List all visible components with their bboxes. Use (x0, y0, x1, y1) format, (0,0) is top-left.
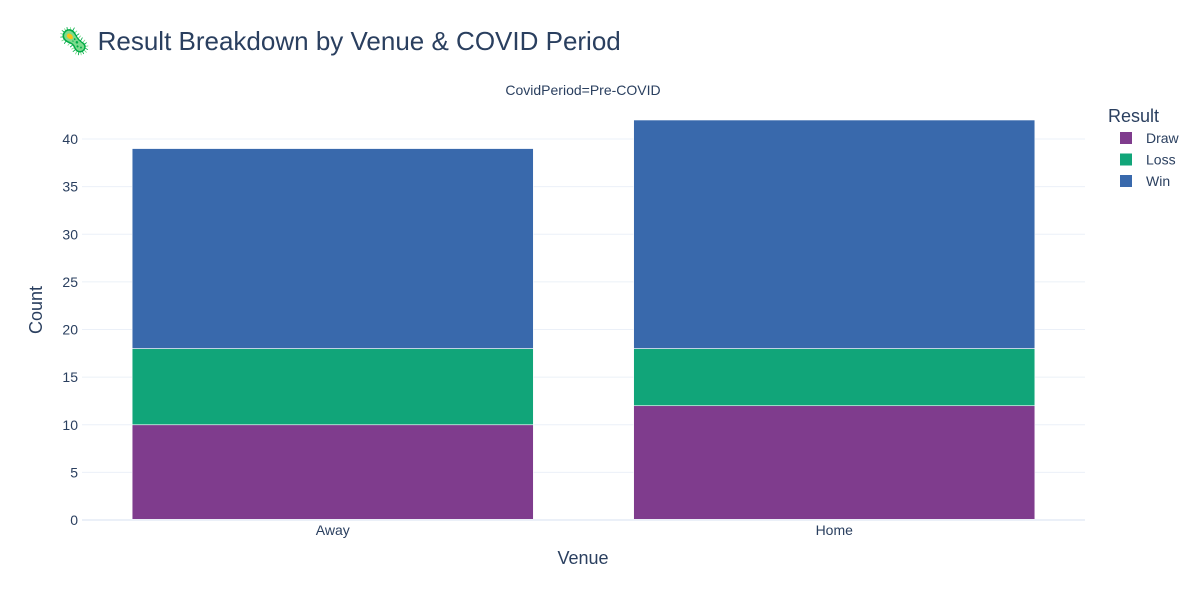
y-tick-label: 5 (70, 464, 78, 480)
chart-title: 🦠 Result Breakdown by Venue & COVID Peri… (58, 26, 621, 56)
bar-loss-away[interactable] (131, 348, 534, 426)
bar-loss-home[interactable] (633, 348, 1036, 407)
y-tick-label: 10 (62, 417, 78, 433)
legend-label: Loss (1146, 152, 1176, 168)
legend-item-win[interactable]: Win (1120, 173, 1170, 189)
y-axis-title: Count (26, 286, 46, 334)
legend-swatch (1120, 175, 1132, 187)
x-tick-label: Away (316, 522, 350, 538)
y-tick-label: 35 (62, 179, 78, 195)
legend-label: Draw (1146, 130, 1180, 146)
bar-win-home[interactable] (633, 119, 1036, 349)
y-tick-label: 0 (70, 512, 78, 528)
x-axis-title: Venue (557, 548, 608, 568)
legend-item-loss[interactable]: Loss (1120, 152, 1176, 168)
y-tick-label: 40 (62, 131, 78, 147)
bar-draw-home[interactable] (633, 405, 1036, 521)
bar-win-away[interactable] (131, 148, 534, 349)
x-tick-label: Home (816, 522, 854, 538)
legend-item-draw[interactable]: Draw (1120, 130, 1180, 146)
y-tick-label: 25 (62, 274, 78, 290)
y-tick-label: 20 (62, 322, 78, 338)
legend-title: Result (1108, 106, 1159, 126)
axes: 0 5 10 15 20 25 30 35 40 Away Home (62, 131, 1085, 538)
bar-draw-away[interactable] (131, 424, 534, 521)
y-tick-label: 30 (62, 226, 78, 242)
legend-label: Win (1146, 173, 1170, 189)
y-tick-label: 15 (62, 369, 78, 385)
facet-label: CovidPeriod=Pre-COVID (505, 82, 660, 98)
legend: Result Draw Loss Win (1108, 106, 1180, 189)
legend-swatch (1120, 153, 1132, 166)
legend-swatch (1120, 132, 1132, 144)
bars (131, 119, 1036, 521)
